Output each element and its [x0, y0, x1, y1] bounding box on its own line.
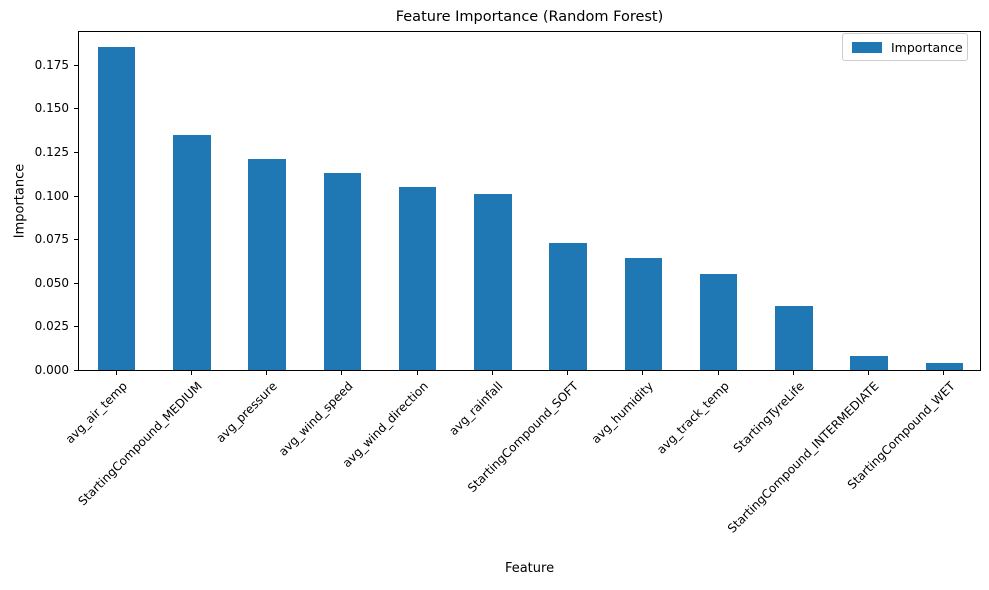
bar-StartingCompound_SOFT: [549, 242, 587, 370]
y-tick-label: 0.125: [34, 145, 69, 160]
x-tick-mark: [491, 371, 493, 375]
y-tick-label: 0.100: [34, 188, 69, 203]
bar-avg_track_temp: [699, 274, 738, 370]
legend-swatch-icon: [852, 41, 882, 53]
x-tick-mark: [717, 371, 719, 375]
plot-area: [78, 31, 981, 371]
y-tick-label: 0.000: [34, 363, 69, 377]
y-tick-label: 0.025: [34, 319, 69, 334]
legend-entry-label: Importance: [891, 39, 963, 55]
y-tick-label: 0.175: [34, 57, 69, 72]
x-tick-mark: [190, 371, 192, 375]
bar-StartingCompound_MEDIUM: [173, 134, 211, 370]
bar-StartingCompound_INTERMEDIATE: [850, 356, 888, 370]
bar-avg_wind_speed: [323, 172, 362, 370]
x-tick-mark: [341, 371, 343, 375]
y-tick-mark: [74, 64, 78, 66]
x-tick-mark: [266, 371, 268, 375]
x-tick-mark: [868, 371, 870, 375]
y-tick-mark: [74, 108, 78, 110]
x-tick-mark: [416, 371, 418, 375]
chart-title: Feature Importance (Random Forest): [395, 9, 664, 25]
bar-avg_pressure: [248, 159, 286, 370]
bar-StartingCompound_WET: [925, 363, 964, 370]
y-tick-mark: [74, 282, 78, 284]
bar-avg_humidity: [624, 258, 663, 370]
x-tick-mark: [943, 371, 945, 375]
y-tick-label: 0.050: [34, 275, 69, 290]
y-tick-mark: [74, 239, 78, 241]
bar-StartingTyreLife: [775, 305, 813, 370]
y-tick-mark: [74, 326, 78, 328]
x-tick-mark: [115, 371, 117, 375]
x-tick-mark: [642, 371, 644, 375]
x-tick-mark: [792, 371, 794, 375]
x-axis-label: Feature: [504, 561, 555, 576]
bar-avg_air_temp: [97, 47, 136, 370]
y-tick-mark: [74, 370, 78, 371]
y-tick-mark: [74, 195, 78, 197]
y-tick-mark: [74, 152, 78, 154]
bar-avg_wind_direction: [398, 186, 437, 370]
bar-avg_rainfall: [474, 193, 512, 370]
y-tick-label: 0.075: [34, 232, 69, 247]
legend: Importance: [842, 33, 968, 61]
x-tick-mark: [567, 371, 569, 375]
y-axis-label: Importance: [12, 163, 28, 239]
y-tick-label: 0.150: [34, 101, 69, 116]
